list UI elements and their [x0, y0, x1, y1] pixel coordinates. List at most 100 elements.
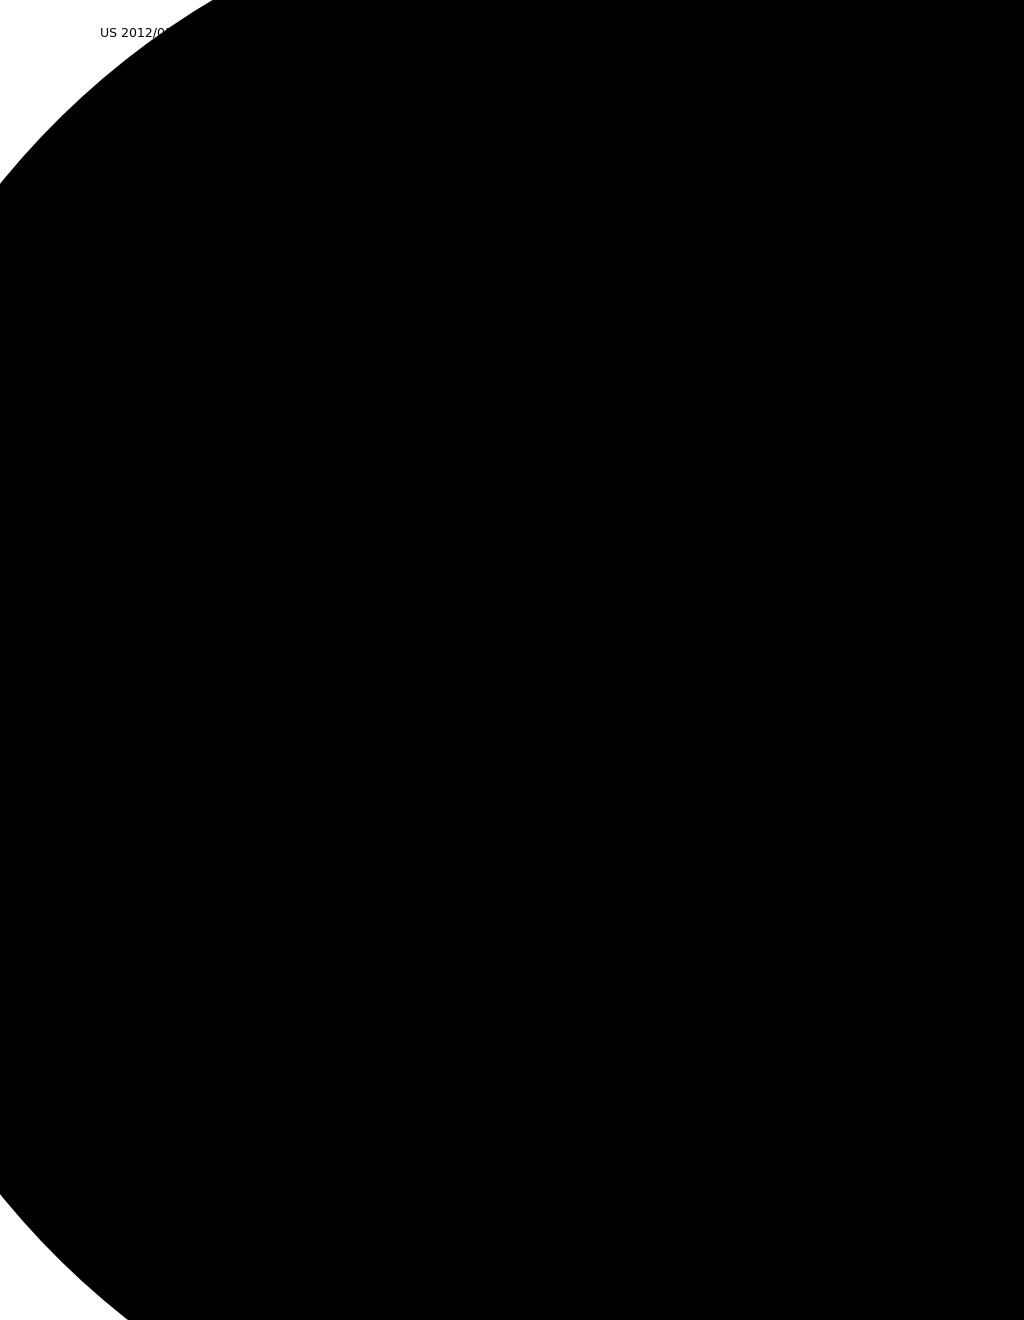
Text: O: O: [299, 430, 307, 440]
Text: F: F: [115, 602, 120, 612]
Text: -O-: -O-: [479, 630, 495, 640]
Text: S: S: [316, 511, 324, 524]
Text: S: S: [299, 416, 307, 429]
Text: F: F: [241, 708, 246, 717]
Text: F: F: [202, 602, 208, 612]
Text: 28: 28: [503, 45, 521, 59]
Text: -continued: -continued: [398, 73, 462, 84]
Text: CH$_3$: CH$_3$: [469, 721, 489, 734]
Text: CH$_3$: CH$_3$: [564, 487, 584, 500]
Text: $_n$: $_n$: [802, 282, 808, 292]
Text: H$_3$C: H$_3$C: [419, 454, 439, 467]
Text: O: O: [173, 309, 181, 319]
Text: -O-: -O-: [372, 330, 387, 341]
Text: -O-: -O-: [594, 330, 608, 341]
Text: CF$_3$: CF$_3$: [350, 645, 369, 660]
Text: F: F: [128, 120, 134, 129]
Text: H$_3$C: H$_3$C: [450, 549, 470, 562]
Text: S: S: [173, 620, 181, 634]
Text: CH$_3$: CH$_3$: [534, 392, 553, 407]
Text: -O-: -O-: [383, 425, 398, 436]
Text: -O-: -O-: [257, 330, 272, 341]
Text: F: F: [146, 657, 152, 668]
Text: CH$_3$: CH$_3$: [712, 260, 732, 275]
Text: -O-: -O-: [573, 425, 589, 436]
Text: F: F: [360, 453, 366, 463]
Text: CH$_3$: CH$_3$: [469, 436, 489, 450]
Text: F: F: [360, 708, 366, 717]
Text: F: F: [272, 708, 278, 717]
Text: F: F: [115, 302, 120, 312]
Text: CH$_3$: CH$_3$: [390, 135, 410, 148]
Text: O: O: [316, 499, 324, 510]
Text: -O-: -O-: [652, 230, 668, 240]
Text: F: F: [234, 657, 240, 668]
Text: -O-: -O-: [179, 425, 195, 436]
Text: F: F: [241, 453, 246, 463]
Text: F: F: [252, 120, 258, 129]
Text: XO$_3$S: XO$_3$S: [255, 486, 282, 500]
Text: F: F: [115, 358, 120, 368]
Text: CH$_3$: CH$_3$: [462, 117, 482, 131]
Text: F$_3$C: F$_3$C: [556, 346, 574, 360]
Text: SO$_3$X: SO$_3$X: [492, 197, 518, 210]
Text: -O-: -O-: [501, 150, 515, 160]
Text: S: S: [173, 321, 181, 334]
Text: US 2012/0129076 A1: US 2012/0129076 A1: [100, 26, 232, 40]
Text: F$_3$C: F$_3$C: [556, 645, 574, 660]
Text: F$_3$C: F$_3$C: [334, 645, 352, 660]
Text: F: F: [328, 708, 334, 717]
Text: F$_3$C: F$_3$C: [334, 346, 352, 360]
Text: -O-: -O-: [383, 735, 398, 744]
Text: H$_3$C: H$_3$C: [450, 487, 470, 500]
Text: F: F: [224, 120, 229, 129]
Text: CH$_3$: CH$_3$: [534, 702, 553, 715]
Text: F: F: [146, 358, 152, 368]
Text: CH$_3$: CH$_3$: [534, 454, 553, 467]
Text: CH$_3$: CH$_3$: [612, 197, 632, 210]
Text: F: F: [128, 180, 134, 190]
Text: May 24, 2012: May 24, 2012: [839, 26, 924, 40]
Text: O: O: [299, 714, 307, 723]
Text: F: F: [202, 657, 208, 668]
Text: -O-: -O-: [372, 630, 387, 640]
Text: $_{n-1}$: $_{n-1}$: [210, 787, 228, 797]
Text: CF$_3$: CF$_3$: [571, 346, 590, 360]
Text: F: F: [157, 120, 162, 129]
Text: -O-: -O-: [282, 150, 297, 160]
Text: CH$_3$: CH$_3$: [500, 531, 520, 545]
Text: H$_3$C: H$_3$C: [549, 242, 569, 256]
Text: F: F: [272, 453, 278, 463]
Text: F: F: [202, 358, 208, 368]
Text: CH$_3$: CH$_3$: [534, 764, 553, 777]
Text: CH$_3$: CH$_3$: [469, 746, 489, 760]
Text: -O-: -O-: [257, 630, 272, 640]
Text: F: F: [328, 763, 334, 774]
Text: F: F: [360, 397, 366, 407]
Text: F: F: [360, 763, 366, 774]
Text: CH$_3$: CH$_3$: [712, 197, 732, 210]
Text: ~: ~: [134, 766, 145, 779]
Text: CF$_3$: CF$_3$: [571, 645, 590, 660]
Text: -O-: -O-: [594, 630, 608, 640]
Text: CH$_3$: CH$_3$: [612, 260, 632, 275]
Text: H$_3$C: H$_3$C: [338, 117, 358, 131]
Text: F: F: [241, 397, 246, 407]
Text: CF$_3$: CF$_3$: [350, 346, 369, 360]
Text: C: C: [624, 143, 631, 152]
Text: H$_3$C: H$_3$C: [419, 702, 439, 715]
Text: -O-: -O-: [179, 735, 195, 744]
Text: S: S: [299, 726, 307, 738]
Text: -O-: -O-: [604, 520, 620, 531]
Text: F: F: [234, 302, 240, 312]
Text: -O-: -O-: [479, 330, 495, 341]
Text: CN: CN: [436, 296, 451, 306]
Text: CH$_3$: CH$_3$: [390, 162, 410, 176]
Text: CH$_3$: CH$_3$: [564, 549, 584, 562]
Text: F: F: [328, 397, 334, 407]
Text: F: F: [157, 180, 162, 190]
Text: $_m$: $_m$: [655, 570, 664, 579]
Text: $_{n-1}$: $_{n-1}$: [210, 477, 228, 487]
Text: H$_3$C: H$_3$C: [338, 180, 358, 193]
Text: ~: ~: [134, 455, 145, 469]
